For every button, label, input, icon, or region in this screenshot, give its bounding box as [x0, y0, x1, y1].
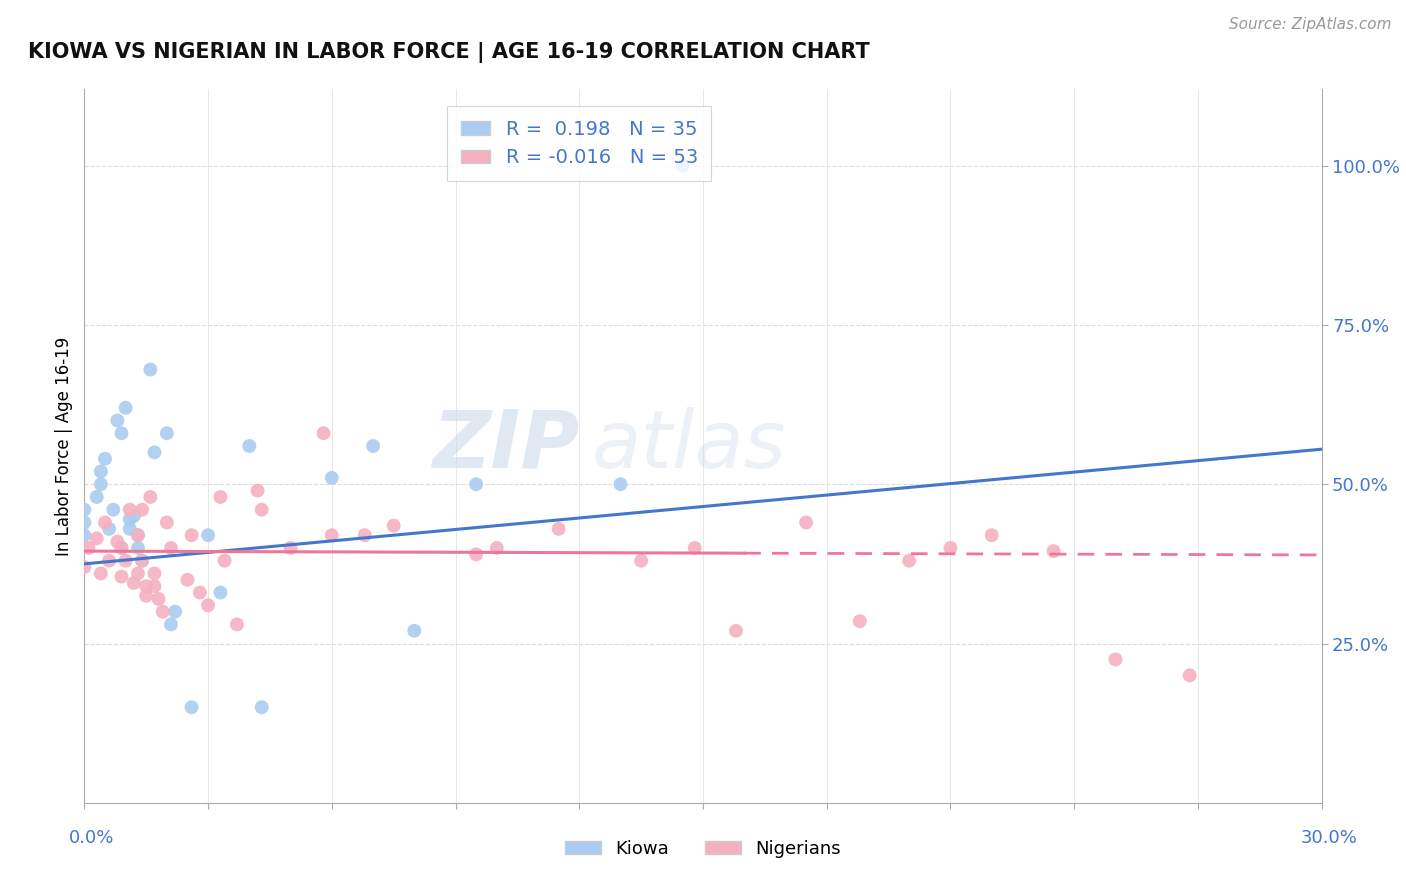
Point: [246, 483, 269, 498]
Point: [98, 554, 121, 568]
Point: [630, 554, 652, 568]
Point: [143, 579, 166, 593]
Point: [980, 528, 1002, 542]
Point: [250, 700, 273, 714]
Point: [122, 576, 145, 591]
Point: [188, 585, 211, 599]
Point: [197, 528, 219, 542]
Point: [73, 560, 96, 574]
Point: [724, 624, 747, 638]
Text: 30.0%: 30.0%: [1301, 829, 1357, 847]
Point: [135, 579, 157, 593]
Point: [312, 426, 335, 441]
Point: [898, 554, 921, 568]
Point: [353, 528, 375, 542]
Point: [73, 528, 96, 542]
Text: 0.0%: 0.0%: [69, 829, 114, 847]
Point: [94, 516, 117, 530]
Point: [547, 522, 569, 536]
Point: [1042, 544, 1064, 558]
Point: [250, 502, 273, 516]
Point: [683, 541, 706, 555]
Point: [110, 541, 132, 555]
Point: [73, 502, 96, 516]
Point: [77, 541, 100, 555]
Point: [105, 534, 128, 549]
Point: [90, 566, 112, 581]
Point: [90, 477, 112, 491]
Point: [152, 605, 174, 619]
Point: [382, 518, 405, 533]
Point: [86, 532, 108, 546]
Point: [110, 541, 132, 555]
Point: [131, 554, 153, 568]
Point: [197, 599, 219, 613]
Legend: Kiowa, Nigerians: Kiowa, Nigerians: [558, 833, 848, 865]
Point: [139, 362, 162, 376]
Point: [465, 477, 488, 491]
Point: [105, 413, 128, 427]
Point: [156, 516, 179, 530]
Point: [404, 624, 426, 638]
Point: [214, 554, 236, 568]
Point: [465, 547, 488, 561]
Point: [127, 541, 149, 555]
Point: [280, 541, 302, 555]
Point: [165, 605, 187, 619]
Point: [73, 516, 96, 530]
Point: [238, 439, 260, 453]
Point: [794, 516, 817, 530]
Point: [485, 541, 508, 555]
Text: KIOWA VS NIGERIAN IN LABOR FORCE | AGE 16-19 CORRELATION CHART: KIOWA VS NIGERIAN IN LABOR FORCE | AGE 1…: [28, 42, 870, 63]
Point: [939, 541, 962, 555]
Point: [122, 509, 145, 524]
Point: [209, 585, 232, 599]
Point: [90, 465, 112, 479]
Y-axis label: In Labor Force | Age 16-19: In Labor Force | Age 16-19: [55, 336, 73, 556]
Point: [180, 700, 202, 714]
Point: [86, 490, 108, 504]
Point: [1178, 668, 1201, 682]
Point: [361, 439, 384, 453]
Point: [135, 589, 157, 603]
Point: [848, 614, 870, 628]
Point: [148, 591, 170, 606]
Point: [180, 528, 202, 542]
Point: [131, 554, 153, 568]
Point: [143, 445, 166, 459]
Point: [103, 502, 125, 516]
Point: [94, 451, 117, 466]
Point: [321, 471, 343, 485]
Point: [609, 477, 631, 491]
Point: [160, 541, 183, 555]
Point: [1104, 652, 1126, 666]
Point: [321, 528, 343, 542]
Point: [139, 490, 162, 504]
Point: [131, 502, 153, 516]
Point: [110, 569, 132, 583]
Text: atlas: atlas: [592, 407, 786, 485]
Point: [671, 159, 693, 173]
Point: [98, 522, 121, 536]
Point: [160, 617, 183, 632]
Point: [118, 502, 141, 516]
Text: Source: ZipAtlas.com: Source: ZipAtlas.com: [1229, 17, 1392, 31]
Point: [127, 528, 149, 542]
Text: ZIP: ZIP: [432, 407, 579, 485]
Point: [114, 554, 136, 568]
Point: [118, 522, 141, 536]
Point: [209, 490, 232, 504]
Point: [114, 401, 136, 415]
Point: [110, 426, 132, 441]
Point: [156, 426, 179, 441]
Point: [176, 573, 198, 587]
Point: [143, 566, 166, 581]
Point: [118, 512, 141, 526]
Point: [226, 617, 249, 632]
Point: [127, 566, 149, 581]
Point: [127, 528, 149, 542]
